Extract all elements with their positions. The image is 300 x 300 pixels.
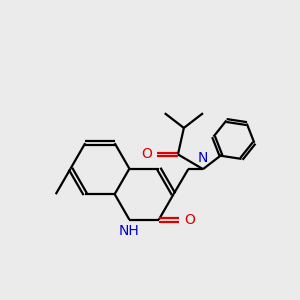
Text: NH: NH [119,224,140,238]
Text: N: N [198,151,208,165]
Text: O: O [141,147,152,161]
Text: O: O [185,213,196,227]
